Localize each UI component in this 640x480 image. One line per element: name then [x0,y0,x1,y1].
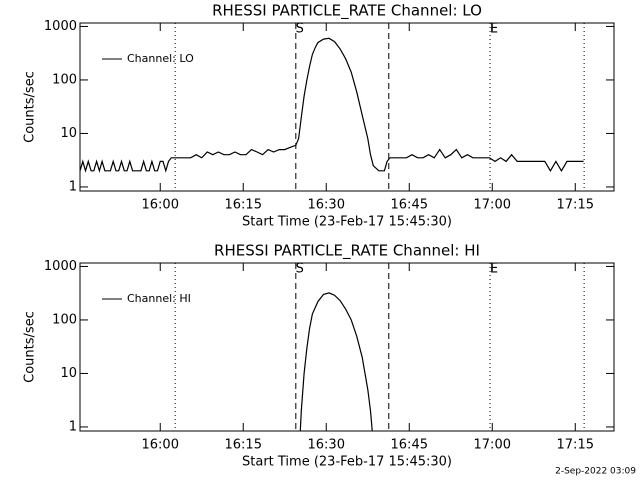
x-axis-label: Start Time (23-Feb-17 15:45:30) [242,215,452,230]
y-tick-label: 1 [69,179,77,194]
y-axis-label: Counts/sec [23,71,38,143]
x-tick-label: 17:00 [474,438,511,453]
x-tick-label: 16:45 [391,438,428,453]
x-tick-label: 17:00 [474,198,511,213]
marker-label: E [490,22,498,37]
y-tick-label: 1000 [44,259,77,274]
y-tick-label: 10 [60,126,77,141]
y-tick-label: 100 [52,72,77,87]
x-tick-label: 16:30 [308,198,345,213]
y-axis-label: Counts/sec [23,311,38,383]
x-axis-label: Start Time (23-Feb-17 15:45:30) [242,455,452,470]
x-tick-label: 17:15 [557,198,594,213]
x-tick-label: 16:00 [142,198,179,213]
plot-frame [79,262,615,432]
y-tick-label: 10 [60,366,77,381]
chart-title: RHESSI PARTICLE_RATE Channel: LO [212,2,482,21]
x-tick-label: 16:30 [308,438,345,453]
y-tick-label: 1 [69,419,77,434]
x-tick-label: 16:15 [225,438,262,453]
data-line [80,37,584,173]
y-tick-label: 1000 [44,19,77,34]
marker-label: E [490,262,498,277]
x-tick-label: 16:15 [225,198,262,213]
legend-label: Channel: LO [127,52,194,65]
data-line [299,292,373,431]
timestamp: 2-Sep-2022 03:09 [555,467,636,477]
x-tick-label: 17:15 [557,438,594,453]
x-tick-label: 16:45 [391,198,428,213]
marker-label: S [296,22,304,37]
y-tick-label: 100 [52,312,77,327]
plot-frame [79,22,615,192]
marker-label: S [296,262,304,277]
legend-label: Channel: HI [127,292,191,305]
chart-title: RHESSI PARTICLE_RATE Channel: HI [214,242,480,261]
x-tick-label: 16:00 [142,438,179,453]
